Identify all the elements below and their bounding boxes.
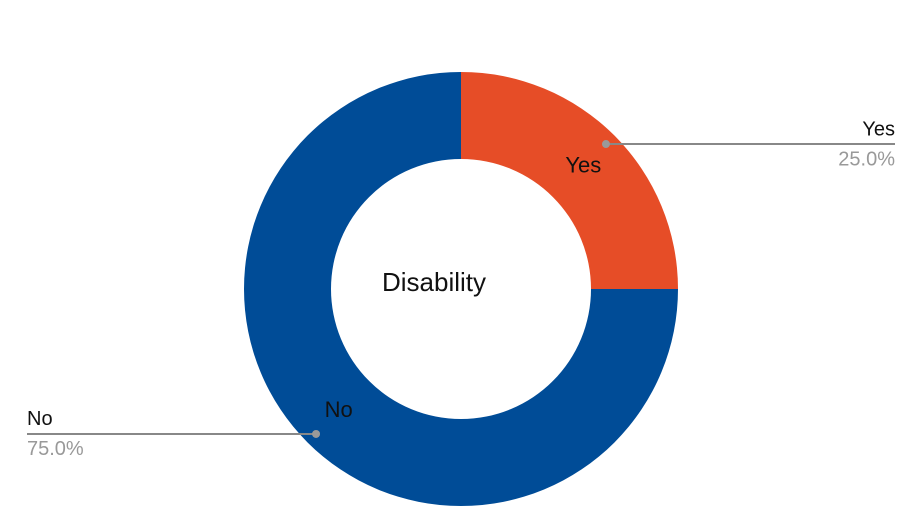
slice-label: Yes [565,152,601,177]
leader-dot [312,429,321,438]
value-label: 25.0% [838,148,895,170]
legend-label: Yes [862,118,895,140]
slice [244,72,678,506]
legend-label: No [27,408,53,430]
slice-label: No [325,397,353,422]
leader-dot [601,140,610,149]
slice [461,72,678,289]
value-label: 75.0% [27,438,84,460]
center-label: Disability [382,267,486,297]
